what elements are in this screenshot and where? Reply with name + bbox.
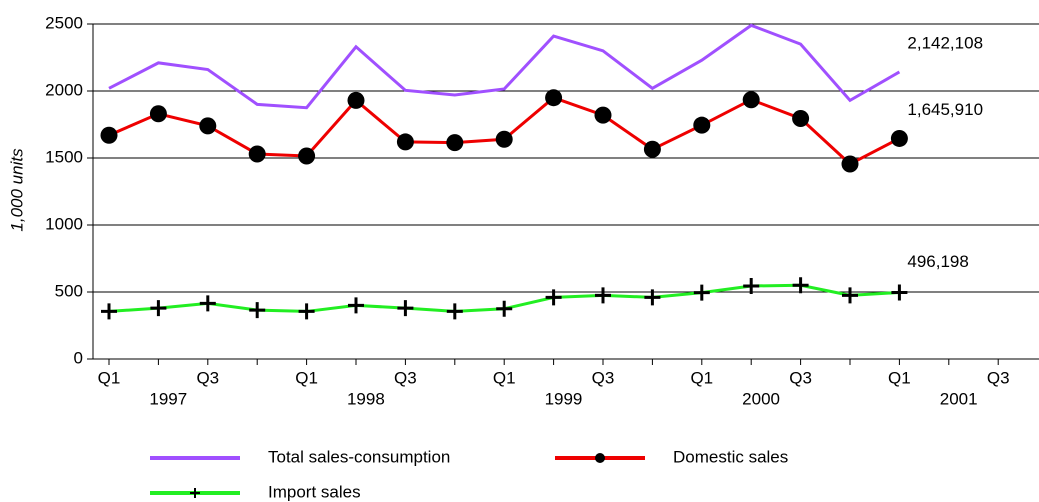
x-tick-label: Q3 bbox=[987, 368, 1010, 387]
marker bbox=[150, 300, 167, 317]
marker bbox=[841, 155, 859, 173]
marker bbox=[348, 297, 364, 314]
year-label: 1999 bbox=[545, 389, 583, 408]
y-axis-label: 1,000 units bbox=[7, 148, 26, 232]
x-tick-label: Q1 bbox=[493, 368, 516, 387]
marker bbox=[496, 300, 513, 317]
marker bbox=[891, 284, 908, 301]
x-tick-label: Q3 bbox=[196, 368, 219, 387]
x-tick-label: Q1 bbox=[690, 368, 713, 387]
legend-label: Domestic sales bbox=[673, 447, 788, 466]
x-tick-label: Q1 bbox=[888, 368, 911, 387]
marker bbox=[743, 277, 760, 294]
marker bbox=[693, 284, 710, 301]
marker bbox=[594, 106, 612, 124]
marker bbox=[347, 91, 365, 109]
marker bbox=[842, 287, 858, 304]
data-label: 1,645,910 bbox=[907, 100, 983, 119]
marker bbox=[248, 145, 266, 163]
marker bbox=[890, 129, 908, 147]
x-tick-label: Q3 bbox=[789, 368, 812, 387]
marker bbox=[545, 289, 562, 306]
series-line bbox=[108, 23, 901, 110]
marker bbox=[545, 89, 563, 107]
marker bbox=[149, 105, 167, 123]
x-tick-label: Q1 bbox=[98, 368, 121, 387]
marker bbox=[100, 126, 118, 144]
marker bbox=[742, 91, 760, 109]
marker bbox=[298, 147, 316, 165]
y-tick-label: 1000 bbox=[45, 214, 83, 233]
marker bbox=[199, 117, 217, 135]
x-tick-label: Q3 bbox=[394, 368, 417, 387]
legend-marker bbox=[190, 488, 200, 498]
year-label: 2001 bbox=[940, 389, 978, 408]
y-tick-label: 0 bbox=[74, 348, 83, 367]
legend-marker bbox=[595, 453, 605, 463]
legend-label: Import sales bbox=[268, 482, 361, 501]
marker bbox=[397, 300, 414, 317]
data-label: 496,198 bbox=[907, 252, 968, 271]
marker bbox=[792, 277, 809, 294]
y-tick-label: 2500 bbox=[45, 13, 83, 32]
marker bbox=[101, 303, 117, 320]
marker bbox=[199, 295, 216, 312]
y-tick-label: 2000 bbox=[45, 80, 83, 99]
marker bbox=[693, 116, 711, 134]
data-label: 2,142,108 bbox=[907, 33, 983, 52]
marker bbox=[792, 109, 810, 127]
marker bbox=[249, 302, 266, 319]
marker bbox=[396, 133, 414, 151]
year-label: 1998 bbox=[347, 389, 385, 408]
marker bbox=[446, 134, 464, 152]
x-tick-label: Q1 bbox=[295, 368, 318, 387]
y-tick-label: 500 bbox=[55, 281, 83, 300]
year-label: 1997 bbox=[149, 389, 187, 408]
year-label: 2000 bbox=[742, 389, 780, 408]
legend-label: Total sales-consumption bbox=[268, 447, 450, 466]
y-tick-label: 1500 bbox=[45, 147, 83, 166]
marker bbox=[495, 130, 513, 148]
x-tick-label: Q3 bbox=[592, 368, 615, 387]
marker bbox=[643, 140, 661, 158]
marker bbox=[595, 287, 611, 304]
marker bbox=[644, 289, 661, 306]
marker bbox=[446, 303, 463, 320]
marker bbox=[298, 303, 315, 320]
